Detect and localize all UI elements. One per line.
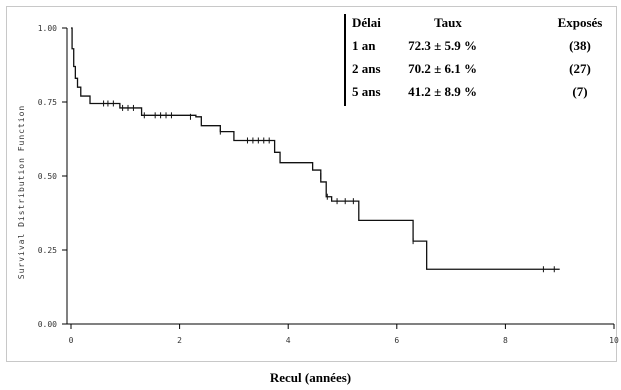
chart-frame [6,6,617,362]
row-exposes: (38) [569,38,591,53]
row-exposes: (7) [572,84,588,99]
x-tick-label: 8 [503,336,508,345]
y-tick-label: 1.00 [38,24,57,33]
row-delai: 1 an [352,38,376,53]
x-tick-label: 4 [286,336,291,345]
header-taux: Taux [434,15,462,30]
x-tick-label: 0 [69,336,74,345]
x-axis-ticks: 0 2 4 6 8 10 [69,324,619,345]
row-taux: 70.2 ± 6.1 % [408,61,478,76]
row-taux: 72.3 ± 5.9 % [408,38,478,53]
row-delai: 5 ans [352,84,381,99]
row-taux: 41.2 ± 8.9 % [408,84,478,99]
x-tick-label: 10 [609,336,619,345]
y-axis-title: Survival Distribution Function [17,105,26,280]
row-delai: 2 ans [352,61,381,76]
legend-table: Délai Taux Exposés 1 an 72.3 ± 5.9 % (38… [352,14,621,106]
y-axis-ticks: 0.00 0.25 0.50 0.75 1.00 [38,24,67,329]
y-tick-label: 0.50 [38,172,57,181]
survival-rate-table: Délai Taux Exposés 1 an 72.3 ± 5.9 % (38… [344,14,621,106]
y-tick-label: 0.00 [38,320,57,329]
header-exposes: Exposés [557,15,603,30]
header-delai: Délai [352,15,381,30]
y-tick-label: 0.25 [38,246,57,255]
y-tick-label: 0.75 [38,98,57,107]
x-tick-label: 2 [177,336,182,345]
row-exposes: (27) [569,61,591,76]
table-header-row: Délai Taux Exposés [352,14,621,37]
x-tick-label: 6 [394,336,399,345]
table-row: 5 ans 41.2 ± 8.9 % (7) [352,83,621,106]
table-row: 2 ans 70.2 ± 6.1 % (27) [352,60,621,83]
x-axis-title: Recul (années) [269,370,352,385]
censor-marks [103,100,555,273]
table-row: 1 an 72.3 ± 5.9 % (38) [352,37,621,60]
